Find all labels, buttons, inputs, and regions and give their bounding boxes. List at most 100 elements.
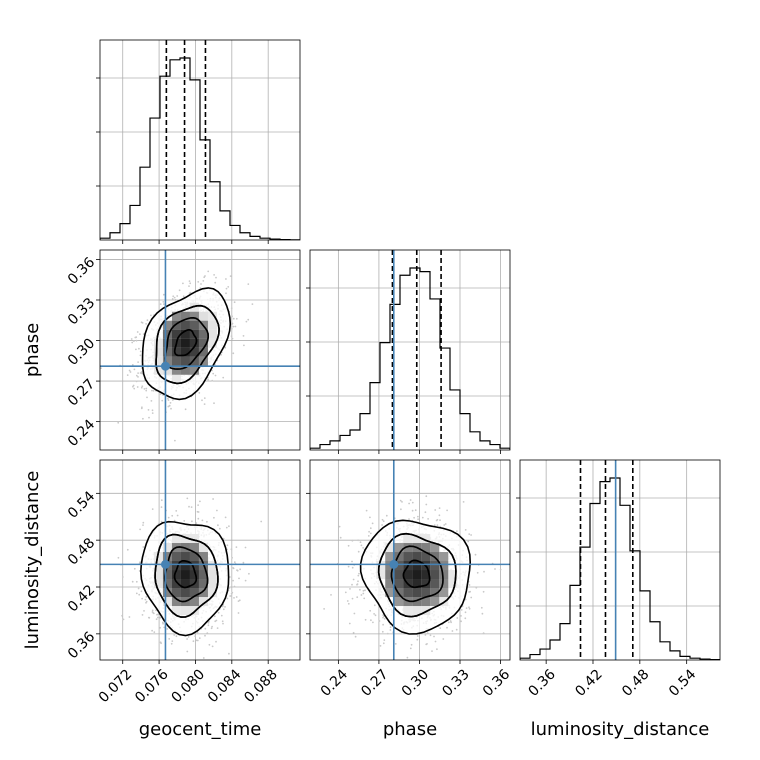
density-core — [189, 561, 199, 571]
density-core — [171, 320, 181, 330]
histogram-phase — [310, 267, 510, 450]
density-core — [403, 543, 413, 553]
density-core — [180, 329, 190, 339]
density-core — [189, 552, 199, 562]
density-core — [180, 320, 190, 330]
x-tick-label: 0.084 — [205, 666, 245, 706]
density-core — [162, 570, 172, 580]
density-core — [180, 347, 190, 357]
density-core — [189, 311, 199, 321]
density-core — [180, 588, 190, 598]
axis-label-luminosity_distance: luminosity_distance — [22, 471, 43, 650]
histogram-luminosity_distance — [520, 477, 720, 660]
x-tick-label: 0.36 — [526, 666, 559, 699]
density-core — [385, 552, 395, 562]
density-core — [385, 579, 395, 589]
density-core — [421, 543, 431, 553]
axis-label-luminosity_distance: luminosity_distance — [531, 719, 710, 740]
density-core — [180, 365, 190, 375]
density-core — [421, 570, 431, 580]
density-core — [180, 579, 190, 589]
density-core — [430, 561, 440, 571]
density-core — [430, 597, 440, 607]
density-core — [394, 561, 404, 571]
contour-line-0 — [377, 532, 457, 618]
density-core — [385, 588, 395, 598]
density-core — [412, 588, 422, 598]
density-core — [162, 552, 172, 562]
density-core — [394, 570, 404, 580]
density-core — [162, 356, 172, 366]
density-core — [403, 570, 413, 580]
density-core — [412, 561, 422, 571]
density-core — [421, 579, 431, 589]
contour-line-1 — [390, 545, 444, 603]
density-core — [198, 552, 208, 562]
density-core — [171, 570, 181, 580]
panel-frame — [309, 249, 511, 451]
density-core — [189, 365, 199, 375]
density-core — [439, 561, 449, 571]
density-core — [403, 552, 413, 562]
x-tick-label: 0.27 — [358, 666, 391, 699]
contour-line-2 — [173, 329, 198, 357]
density-core — [180, 338, 190, 348]
density-core — [394, 579, 404, 589]
truth-marker — [160, 361, 170, 371]
density-core — [171, 329, 181, 339]
x-tick-label: 0.42 — [572, 666, 605, 699]
density-core — [171, 597, 181, 607]
y-tick-label: 0.48 — [65, 535, 98, 568]
density-core — [180, 570, 190, 580]
density-core — [439, 579, 449, 589]
density-core — [394, 597, 404, 607]
axis-label-geocent_time: geocent_time — [139, 719, 262, 740]
density-core — [421, 597, 431, 607]
density-core — [412, 579, 422, 589]
density-core — [180, 552, 190, 562]
x-tick-label: 0.24 — [318, 666, 351, 699]
hist-panel-phase — [310, 250, 510, 450]
density-core — [171, 365, 181, 375]
density-core — [198, 338, 208, 348]
density-core — [162, 579, 172, 589]
x-tick-label: 0.54 — [666, 666, 699, 699]
density-core — [421, 588, 431, 598]
density-core — [394, 543, 404, 553]
density-core — [198, 329, 208, 339]
x-tick-label: 0.33 — [439, 666, 472, 699]
x-tick-label: 0.36 — [480, 666, 513, 699]
panel-frame — [309, 459, 511, 661]
y-tick-label: 0.27 — [65, 376, 98, 409]
density-core — [430, 588, 440, 598]
x-tick-label: 0.088 — [241, 666, 281, 706]
x-tick-label: 0.080 — [169, 666, 209, 706]
scatter-panel-luminosity_distance_vs_geocent_time — [100, 460, 300, 660]
scatter-panel-luminosity_distance_vs_phase — [310, 460, 510, 660]
density-core — [171, 561, 181, 571]
density-core — [189, 347, 199, 357]
density-core — [189, 543, 199, 553]
x-tick-label: 0.072 — [96, 666, 136, 706]
truth-marker — [389, 559, 399, 569]
scatter-panel-phase_vs_geocent_time — [100, 250, 300, 450]
hist-panel-luminosity_distance — [520, 460, 720, 660]
contour-line-2 — [173, 560, 198, 589]
density-core — [189, 320, 199, 330]
density-core — [171, 579, 181, 589]
density-core — [162, 347, 172, 357]
panel-frame — [99, 459, 301, 661]
density-core — [439, 570, 449, 580]
hist-panel-geocent_time — [100, 40, 300, 240]
density-core — [198, 579, 208, 589]
x-tick-label: 0.48 — [619, 666, 652, 699]
density-core — [439, 588, 449, 598]
contour-line-0 — [154, 533, 219, 618]
density-core — [162, 588, 172, 598]
y-tick-label: 0.36 — [65, 254, 98, 287]
density-core — [189, 588, 199, 598]
density-core — [412, 552, 422, 562]
panel-frame — [99, 39, 301, 241]
density-core — [189, 356, 199, 366]
